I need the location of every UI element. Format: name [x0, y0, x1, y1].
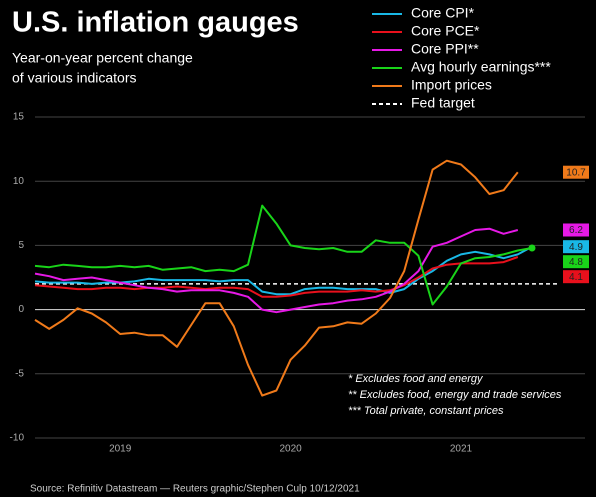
- subtitle: of various indicators: [12, 70, 137, 86]
- legend-label: Core PCE*: [411, 23, 480, 39]
- footnote: ** Excludes food, energy and trade servi…: [348, 389, 562, 401]
- series-line: [34, 256, 519, 298]
- footnote: *** Total private, constant prices: [348, 405, 504, 417]
- source: Source: Refinitiv Datastream — Reuters g…: [30, 484, 360, 495]
- legend-label: Core CPI*: [411, 5, 475, 21]
- legend-label: Import prices: [411, 77, 492, 93]
- value-label: 4.8: [569, 257, 583, 268]
- value-label-box: [563, 270, 589, 284]
- series-line: [34, 227, 519, 314]
- x-tick-label: 2019: [109, 444, 132, 455]
- y-tick-label: -10: [10, 433, 25, 444]
- value-label-box: [563, 165, 589, 179]
- subtitle: Year-on-year percent change: [12, 50, 193, 66]
- x-tick-label: 2020: [279, 444, 302, 455]
- y-tick-label: 15: [13, 112, 25, 123]
- value-label: 6.2: [569, 225, 583, 236]
- x-tick-label: 2021: [450, 444, 473, 455]
- value-label-box: [563, 240, 589, 254]
- y-tick-label: 5: [18, 240, 24, 251]
- series-line: [34, 159, 519, 397]
- value-label: 10.7: [566, 167, 586, 178]
- series-line: [34, 204, 533, 306]
- legend-label: Avg hourly earnings***: [411, 59, 551, 75]
- value-label: 4.9: [569, 242, 583, 253]
- y-tick-label: -5: [15, 368, 24, 379]
- end-dot: [528, 244, 536, 252]
- legend-label: Core PPI**: [411, 41, 479, 57]
- legend-label: Fed target: [411, 95, 475, 111]
- y-tick-label: 10: [13, 176, 25, 187]
- value-label-box: [563, 223, 589, 237]
- value-label-box: [563, 255, 589, 269]
- footnote: * Excludes food and energy: [348, 373, 484, 385]
- value-label: 4.1: [569, 272, 583, 283]
- chart-title: U.S. inflation gauges: [12, 7, 299, 39]
- y-tick-label: 0: [18, 304, 24, 315]
